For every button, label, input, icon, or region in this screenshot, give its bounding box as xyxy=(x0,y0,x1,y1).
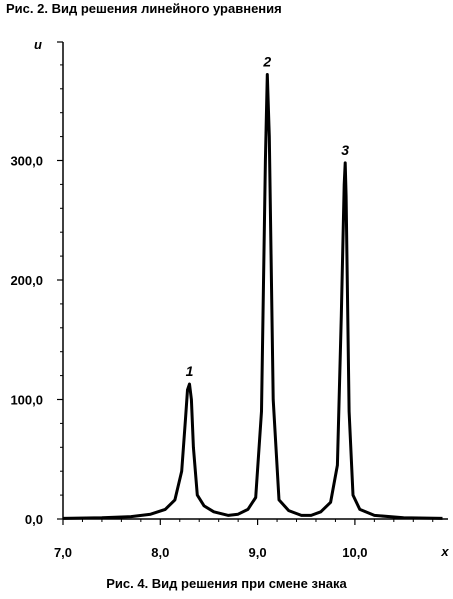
x-tick-label: 8,0 xyxy=(151,545,169,560)
y-tick-label: 200,0 xyxy=(10,273,43,288)
y-tick-label: 0,0 xyxy=(25,512,43,527)
ticks xyxy=(57,41,434,525)
figure-caption-bottom: Рис. 4. Вид решения при смене знака xyxy=(106,576,347,591)
tick-labels: 0,0 100,0 200,0 300,0 7,0 8,0 9,0 10,0 xyxy=(10,154,367,561)
peak-annotations: 1 2 3 xyxy=(186,53,350,379)
y-axis-label: u xyxy=(34,37,42,52)
x-tick-label: 7,0 xyxy=(54,545,72,560)
series-line xyxy=(62,73,443,520)
figure-caption-top: Рис. 2. Вид решения линейного уравнения xyxy=(6,1,282,16)
peak-label: 3 xyxy=(341,142,349,158)
y-tick-label: 100,0 xyxy=(10,393,43,408)
x-tick-label: 10,0 xyxy=(342,545,367,560)
peak-label: 1 xyxy=(186,363,194,379)
x-axis-label: x xyxy=(440,544,449,559)
y-tick-label: 300,0 xyxy=(10,154,43,169)
x-tick-label: 9,0 xyxy=(249,545,267,560)
peak-label: 2 xyxy=(262,53,271,69)
axes xyxy=(62,42,448,520)
